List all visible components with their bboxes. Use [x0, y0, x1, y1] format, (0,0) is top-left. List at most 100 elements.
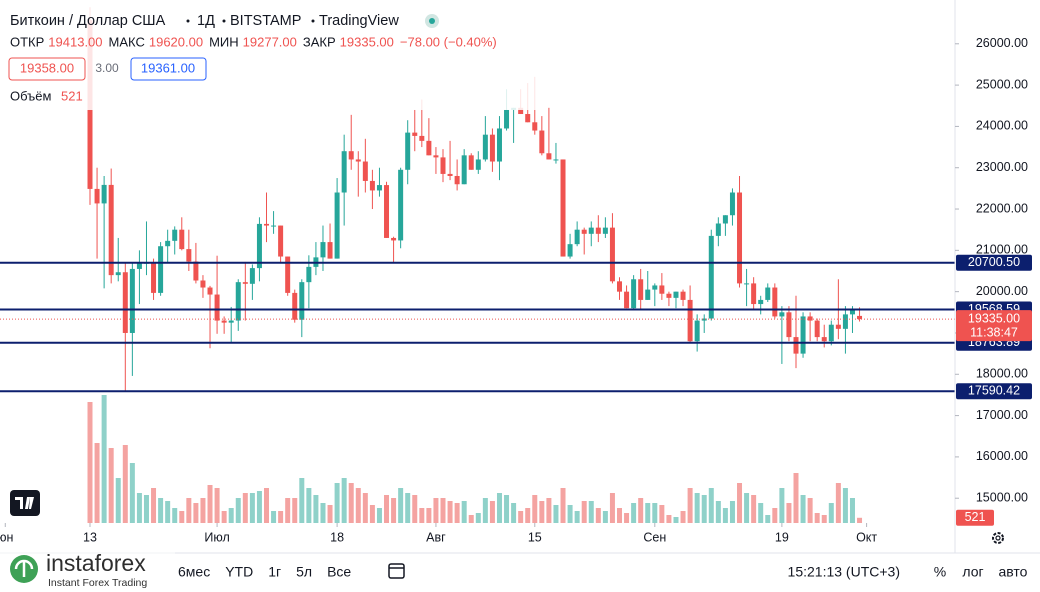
- option-button[interactable]: лог: [962, 564, 983, 580]
- candle-body: [355, 159, 361, 162]
- volume-bar: [391, 498, 397, 523]
- volume-bar: [348, 483, 354, 523]
- volume-bar: [256, 491, 262, 523]
- candle-body: [765, 287, 771, 300]
- candle-body: [737, 192, 743, 284]
- candle-body: [256, 223, 262, 269]
- market-dot: [429, 18, 435, 24]
- candle-body: [504, 109, 510, 129]
- candle-body: [306, 266, 312, 283]
- settings-icon-core: [995, 535, 1001, 541]
- candle-body: [496, 128, 502, 162]
- volume-bar: [673, 517, 679, 523]
- x-tick-label: 18: [330, 530, 344, 544]
- range-button[interactable]: YTD: [225, 564, 253, 580]
- candle-body: [475, 159, 481, 170]
- ohlc-label: ЗАКР: [303, 34, 336, 49]
- volume-bar: [489, 501, 495, 523]
- candle-body: [264, 223, 269, 226]
- volume-bar: [327, 505, 333, 523]
- candle-body: [405, 132, 411, 170]
- candle-body: [179, 229, 185, 250]
- volume-bar: [807, 498, 813, 523]
- tv-logo-mark: [15, 497, 34, 509]
- candle-body: [617, 281, 622, 292]
- candle-body: [828, 324, 834, 342]
- candle-body: [235, 282, 241, 321]
- candle-body: [207, 287, 213, 295]
- range-button[interactable]: 5л: [296, 564, 312, 580]
- candle-body: [525, 114, 531, 123]
- candle-body: [779, 312, 785, 317]
- volume-bar: [814, 513, 820, 523]
- sell-box[interactable]: [8, 57, 86, 81]
- candle-body: [327, 242, 333, 259]
- volume-bar: [518, 511, 524, 523]
- range-button[interactable]: Все: [327, 564, 351, 580]
- option-button[interactable]: %: [934, 564, 946, 580]
- candle-body: [588, 227, 594, 234]
- volume-bar: [574, 511, 580, 523]
- candle-body: [384, 185, 390, 238]
- settings-icon[interactable]: [992, 532, 1004, 544]
- volume-bar: [419, 508, 425, 523]
- volume-bar: [172, 508, 178, 523]
- volume-bar: [496, 493, 502, 523]
- volume-bar: [729, 501, 735, 523]
- candle-body: [786, 312, 792, 338]
- volume-bar: [532, 495, 538, 523]
- volume-bar: [821, 515, 827, 523]
- y-tick-label: 20000.00: [976, 284, 1028, 298]
- ohlc-label: МИН: [209, 34, 239, 49]
- candle-body: [609, 227, 615, 282]
- candle-body: [800, 316, 806, 354]
- candle-body: [546, 153, 552, 160]
- ohlc-value: 19277.00: [243, 34, 297, 49]
- volume-bar: [228, 508, 234, 523]
- volume-bar: [708, 488, 714, 523]
- candle-body: [842, 314, 848, 329]
- volume-bar: [355, 488, 361, 523]
- level-tag: [956, 254, 1032, 271]
- candle-body: [638, 279, 644, 300]
- ohlc-label: МАКС: [109, 34, 145, 49]
- volume-bar: [214, 488, 220, 523]
- calendar-icon[interactable]: [388, 563, 405, 579]
- candle-body: [532, 122, 538, 131]
- sep: [186, 19, 190, 23]
- candle-body: [151, 262, 157, 293]
- volume-bar: [849, 498, 855, 523]
- candle-body: [687, 299, 693, 342]
- y-tick-label: 15000.00: [976, 491, 1028, 505]
- volume-bar: [320, 503, 326, 523]
- candle-body: [595, 227, 601, 234]
- volume-bar: [87, 402, 93, 523]
- tv-logo: [10, 490, 40, 516]
- volume-bar: [278, 511, 284, 523]
- watermark-tagline: Instant Forex Trading: [48, 577, 147, 589]
- volume-bar: [405, 493, 411, 523]
- candle-body: [115, 272, 121, 276]
- clock: 15:21:13 (UTC+3): [788, 564, 900, 580]
- candle-body: [744, 283, 750, 285]
- ohlc-label: ОТКР: [10, 34, 44, 49]
- x-tick-label: 15: [528, 530, 542, 544]
- ohlc-value: 19335.00: [340, 34, 394, 49]
- range-button[interactable]: 6мес: [178, 564, 210, 580]
- volume-bar: [200, 498, 206, 523]
- volume-bar: [609, 493, 615, 523]
- volume-bar: [624, 513, 630, 523]
- volume-bar: [264, 488, 269, 523]
- buy-box[interactable]: [130, 57, 207, 81]
- y-tick-label: 16000.00: [976, 449, 1028, 463]
- volume-bar: [504, 495, 510, 523]
- volume-bar: [511, 503, 517, 523]
- option-button[interactable]: авто: [999, 564, 1028, 580]
- candle-body: [857, 315, 863, 320]
- last-price-tag: [956, 310, 1032, 342]
- volume-bar: [165, 501, 171, 523]
- range-button[interactable]: 1г: [268, 564, 281, 580]
- volume-bar: [645, 503, 651, 523]
- volume-bar: [249, 493, 255, 523]
